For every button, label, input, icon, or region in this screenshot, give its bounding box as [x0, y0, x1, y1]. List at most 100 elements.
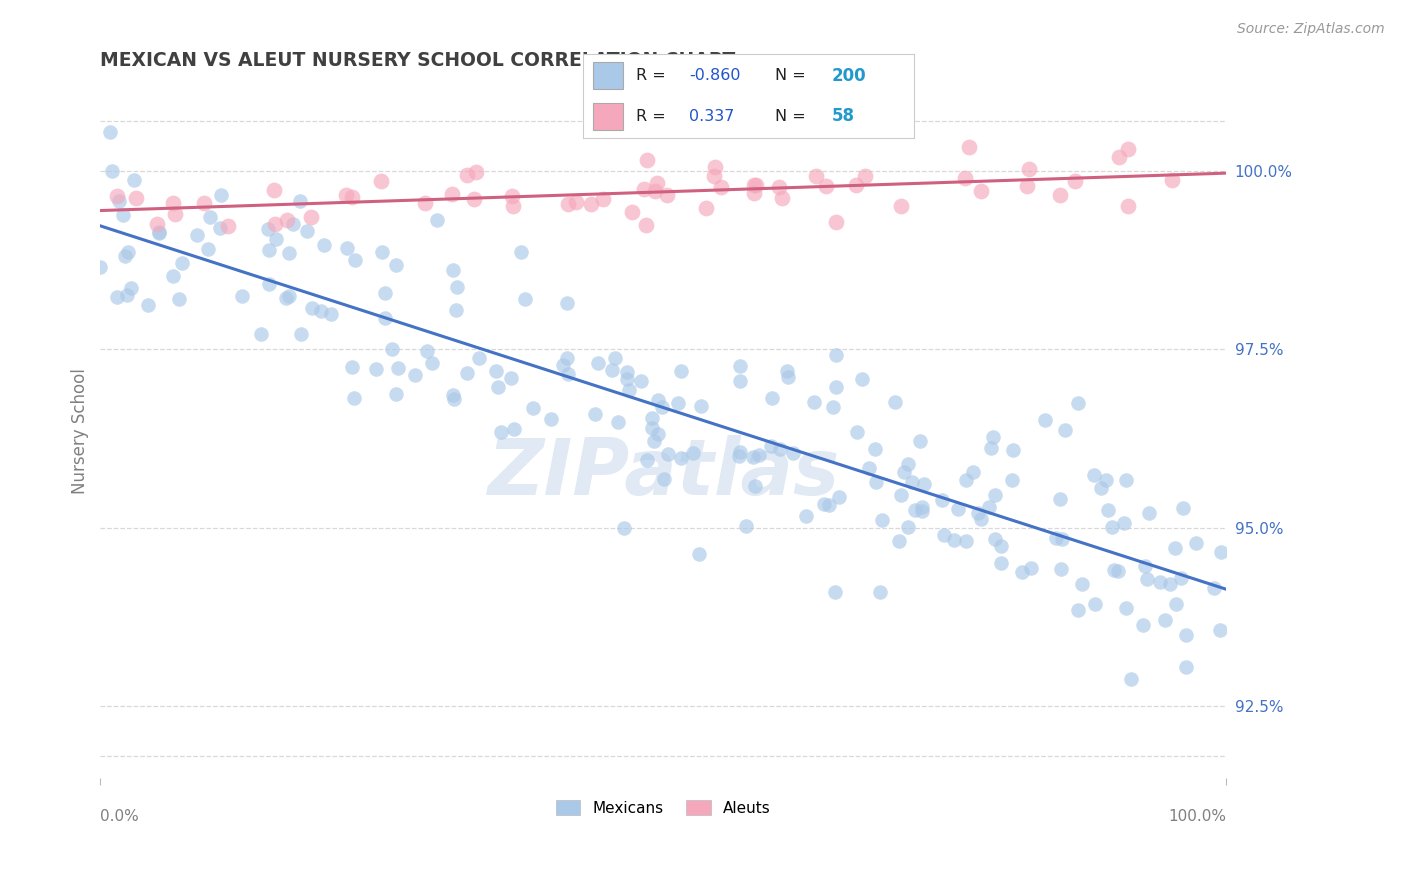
Point: [565, 194, 588, 209]
Point: [463, 192, 485, 206]
Point: [1001, 473, 1024, 487]
FancyBboxPatch shape: [593, 62, 623, 89]
Point: [309, 304, 332, 318]
Text: R =: R =: [637, 68, 671, 83]
Text: 100.0%: 100.0%: [1168, 809, 1226, 823]
Point: [890, 488, 912, 502]
Point: [263, 217, 285, 231]
Point: [108, 194, 131, 208]
Point: [957, 140, 980, 154]
Point: [170, 256, 193, 270]
Point: [612, 521, 634, 535]
Point: [890, 199, 912, 213]
Point: [1064, 174, 1087, 188]
Point: [288, 194, 311, 209]
Point: [1164, 541, 1187, 555]
Point: [1095, 473, 1118, 487]
Point: [863, 442, 886, 457]
Point: [1149, 574, 1171, 589]
Point: [501, 189, 523, 203]
Point: [198, 210, 221, 224]
Point: [600, 363, 623, 377]
Point: [640, 411, 662, 425]
Text: N =: N =: [775, 109, 811, 124]
Point: [896, 457, 918, 471]
Point: [555, 296, 578, 310]
Point: [167, 293, 190, 307]
Point: [540, 411, 562, 425]
Point: [259, 243, 281, 257]
Point: [370, 174, 392, 188]
Point: [955, 533, 977, 548]
Point: [990, 539, 1012, 553]
Point: [335, 188, 357, 202]
Point: [1112, 516, 1135, 530]
Point: [990, 556, 1012, 570]
Point: [931, 493, 953, 508]
Point: [730, 359, 752, 373]
Point: [557, 197, 579, 211]
Point: [1137, 506, 1160, 520]
Point: [297, 224, 319, 238]
Point: [485, 364, 508, 378]
Point: [381, 343, 404, 357]
Point: [1066, 396, 1088, 410]
Point: [114, 249, 136, 263]
Point: [1175, 660, 1198, 674]
Point: [503, 422, 526, 436]
Point: [759, 440, 782, 454]
Point: [640, 421, 662, 435]
Point: [853, 169, 876, 183]
Point: [120, 280, 142, 294]
Point: [340, 189, 363, 203]
Point: [824, 348, 846, 362]
Point: [742, 186, 765, 201]
Point: [1185, 536, 1208, 550]
Point: [583, 407, 606, 421]
Point: [769, 442, 792, 456]
Point: [446, 280, 468, 294]
Point: [1050, 562, 1073, 576]
Point: [904, 503, 927, 517]
Point: [1049, 492, 1071, 507]
Point: [883, 395, 905, 409]
Point: [456, 366, 478, 380]
Point: [651, 401, 673, 415]
Point: [276, 292, 298, 306]
Point: [980, 441, 1002, 455]
Point: [105, 289, 128, 303]
Point: [1166, 598, 1188, 612]
Point: [744, 479, 766, 493]
Point: [217, 219, 239, 234]
Point: [768, 180, 790, 194]
Point: [845, 425, 868, 439]
Point: [634, 218, 657, 232]
Point: [426, 213, 449, 227]
Point: [669, 450, 692, 465]
Point: [1118, 142, 1140, 156]
Point: [1019, 560, 1042, 574]
Text: 0.337: 0.337: [689, 109, 734, 124]
Point: [962, 465, 984, 479]
Point: [319, 307, 342, 321]
Point: [652, 472, 675, 486]
Point: [404, 368, 426, 382]
Point: [814, 178, 837, 193]
Point: [794, 509, 817, 524]
Point: [510, 244, 533, 259]
Point: [669, 364, 692, 378]
Point: [803, 394, 825, 409]
Point: [579, 196, 602, 211]
Point: [301, 301, 323, 315]
Point: [893, 465, 915, 479]
Point: [146, 217, 169, 231]
Point: [420, 356, 443, 370]
Point: [728, 445, 751, 459]
Point: [745, 178, 768, 193]
Point: [340, 360, 363, 375]
Point: [257, 277, 280, 292]
Point: [588, 356, 610, 370]
Text: Source: ZipAtlas.com: Source: ZipAtlas.com: [1237, 22, 1385, 37]
Point: [193, 196, 215, 211]
Point: [606, 415, 628, 429]
